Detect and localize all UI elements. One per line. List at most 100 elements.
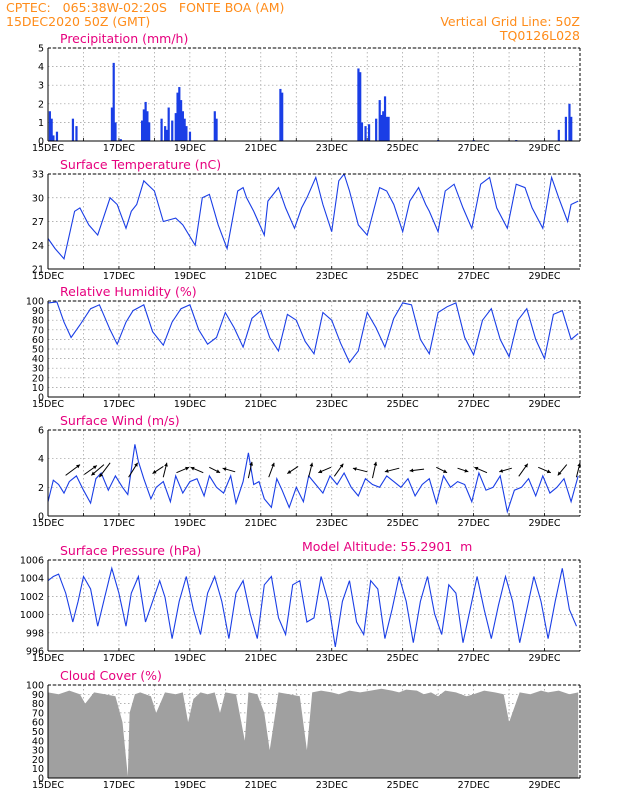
precip-bar xyxy=(52,135,55,141)
temp-xtick-label: 15DEC xyxy=(32,271,64,282)
precip-bar xyxy=(364,126,367,141)
rh-line xyxy=(47,301,579,364)
rh-xtick-label: 17DEC xyxy=(103,399,135,410)
precip-bar xyxy=(55,131,59,141)
header-code: TQ0126L028 xyxy=(499,28,580,43)
rh-ytick-label: 20 xyxy=(32,373,44,384)
precip-bar xyxy=(357,68,360,141)
precip-bar xyxy=(382,111,385,141)
cloud-xtick-label: 19DEC xyxy=(174,780,206,791)
precip-xtick-label: 17DEC xyxy=(103,143,135,154)
header-grid-note: Vertical Grid Line: 50Z xyxy=(440,14,580,29)
temp-ytick-label: 30 xyxy=(32,193,44,204)
cloud-xtick-label: 25DEC xyxy=(387,780,419,791)
model-altitude-label: Model Altitude: 55.2901 m xyxy=(302,539,473,554)
cloud-ytick-label: 20 xyxy=(32,755,44,766)
precip-bar xyxy=(213,111,216,141)
precip-bar xyxy=(367,124,371,141)
rh-ytick-label: 40 xyxy=(32,354,44,365)
rh-ytick-label: 30 xyxy=(32,364,44,375)
precip-xtick-label: 23DEC xyxy=(316,143,348,154)
precip-bar xyxy=(142,109,145,141)
wind-arrow-head xyxy=(134,462,138,467)
wind-xtick-label: 17DEC xyxy=(103,518,135,529)
precip-ytick-label: 0 xyxy=(38,137,44,148)
precip-ytick-label: 5 xyxy=(38,44,44,55)
precip-bar xyxy=(387,116,390,141)
rh-ytick-label: 80 xyxy=(32,316,44,327)
wind-ytick-label: 0 xyxy=(38,512,44,523)
pressure-xtick-label: 23DEC xyxy=(316,653,348,664)
rh-ytick-label: 70 xyxy=(32,325,44,336)
precip-bar xyxy=(50,118,53,141)
precip-panel: Precipitation (mm/h) 0 1 2 3 4 5 15DEC 17DEC 19DE… xyxy=(32,31,581,154)
precip-bar xyxy=(570,116,573,141)
precip-bar xyxy=(568,103,571,141)
pressure-ytick-label: 1000 xyxy=(20,610,44,621)
wind-arrow-head xyxy=(546,469,551,474)
cloud-xtick-label: 17DEC xyxy=(103,780,135,791)
temp-ytick-label: 27 xyxy=(32,217,44,228)
wind-arrow-head xyxy=(152,470,157,474)
precip-bar xyxy=(564,116,568,141)
precip-xtick-label: 27DEC xyxy=(458,143,490,154)
precip-bar xyxy=(110,107,114,141)
rh-panel: Relative Humidity (%) 0102030405060708090… xyxy=(26,284,581,410)
wind-xtick-label: 23DEC xyxy=(316,518,348,529)
pressure-xtick-label: 21DEC xyxy=(245,653,277,664)
wind-arrow-head xyxy=(309,462,314,467)
precip-bar xyxy=(140,120,144,141)
rh-ytick-label: 10 xyxy=(32,383,44,394)
precip-xtick-label: 15DEC xyxy=(32,143,64,154)
precip-bar xyxy=(375,118,378,141)
wind-arrow-head xyxy=(577,462,582,467)
precip-bar xyxy=(557,129,560,141)
temp-panel: Surface Temperature (nC) 21 24 27 30 33 15DEC 1… xyxy=(32,157,581,282)
precip-bar xyxy=(164,126,167,141)
precip-ytick-label: 3 xyxy=(38,81,44,92)
precip-bar xyxy=(180,100,183,141)
wind-arrow-head xyxy=(384,469,389,473)
wind-xtick-label: 29DEC xyxy=(529,518,561,529)
wind-panel: Surface Wind (m/s) 0 2 4 6 15DEC 17DEC 19DEC 21D… xyxy=(32,413,581,529)
precip-bar xyxy=(279,88,282,141)
pressure-xtick-label: 29DEC xyxy=(529,653,561,664)
precip-bar xyxy=(112,62,115,141)
pressure-xtick-label: 17DEC xyxy=(103,653,135,664)
wind-arrow-head xyxy=(99,473,103,478)
pressure-ytick-label: 998 xyxy=(26,628,44,639)
temp-xtick-label: 27DEC xyxy=(458,271,490,282)
temp-ytick-label: 21 xyxy=(32,265,44,276)
wind-arrow-head xyxy=(499,468,504,473)
wind-ytick-label: 2 xyxy=(38,483,44,494)
rh-xtick-label: 25DEC xyxy=(387,399,419,410)
cloud-xtick-label: 27DEC xyxy=(458,780,490,791)
pressure-xtick-label: 19DEC xyxy=(174,653,206,664)
temp-title: Surface Temperature (nC) xyxy=(60,157,221,172)
precip-bar xyxy=(75,126,78,141)
pressure-ytick-label: 1002 xyxy=(20,592,44,603)
pressure-ytick-label: 996 xyxy=(26,647,44,658)
wind-arrow-head xyxy=(216,469,221,473)
cloud-ytick-label: 70 xyxy=(32,708,44,719)
cloud-ytick-label: 40 xyxy=(32,736,44,747)
rh-xtick-label: 15DEC xyxy=(32,399,64,410)
precip-bar xyxy=(174,113,177,141)
temp-ytick-label: 24 xyxy=(32,241,44,252)
wind-arrow-head xyxy=(373,461,378,466)
cloud-xtick-label: 29DEC xyxy=(529,780,561,791)
precip-bar xyxy=(165,129,169,141)
precip-bar xyxy=(160,118,163,141)
cloud-xtick-label: 21DEC xyxy=(245,780,277,791)
rh-xtick-label: 19DEC xyxy=(174,399,206,410)
precip-bar xyxy=(171,120,174,141)
rh-ytick-label: 100 xyxy=(26,297,44,308)
temp-line xyxy=(47,172,579,260)
precip-bar xyxy=(281,92,284,141)
cloud-ytick-label: 60 xyxy=(32,718,44,729)
header-date: 15DEC2020 50Z (GMT) xyxy=(6,14,151,29)
precip-bar xyxy=(360,122,364,141)
wind-arrow-head xyxy=(557,471,562,476)
cloud-title: Cloud Cover (%) xyxy=(60,668,162,683)
temp-ytick-label: 33 xyxy=(32,170,44,181)
